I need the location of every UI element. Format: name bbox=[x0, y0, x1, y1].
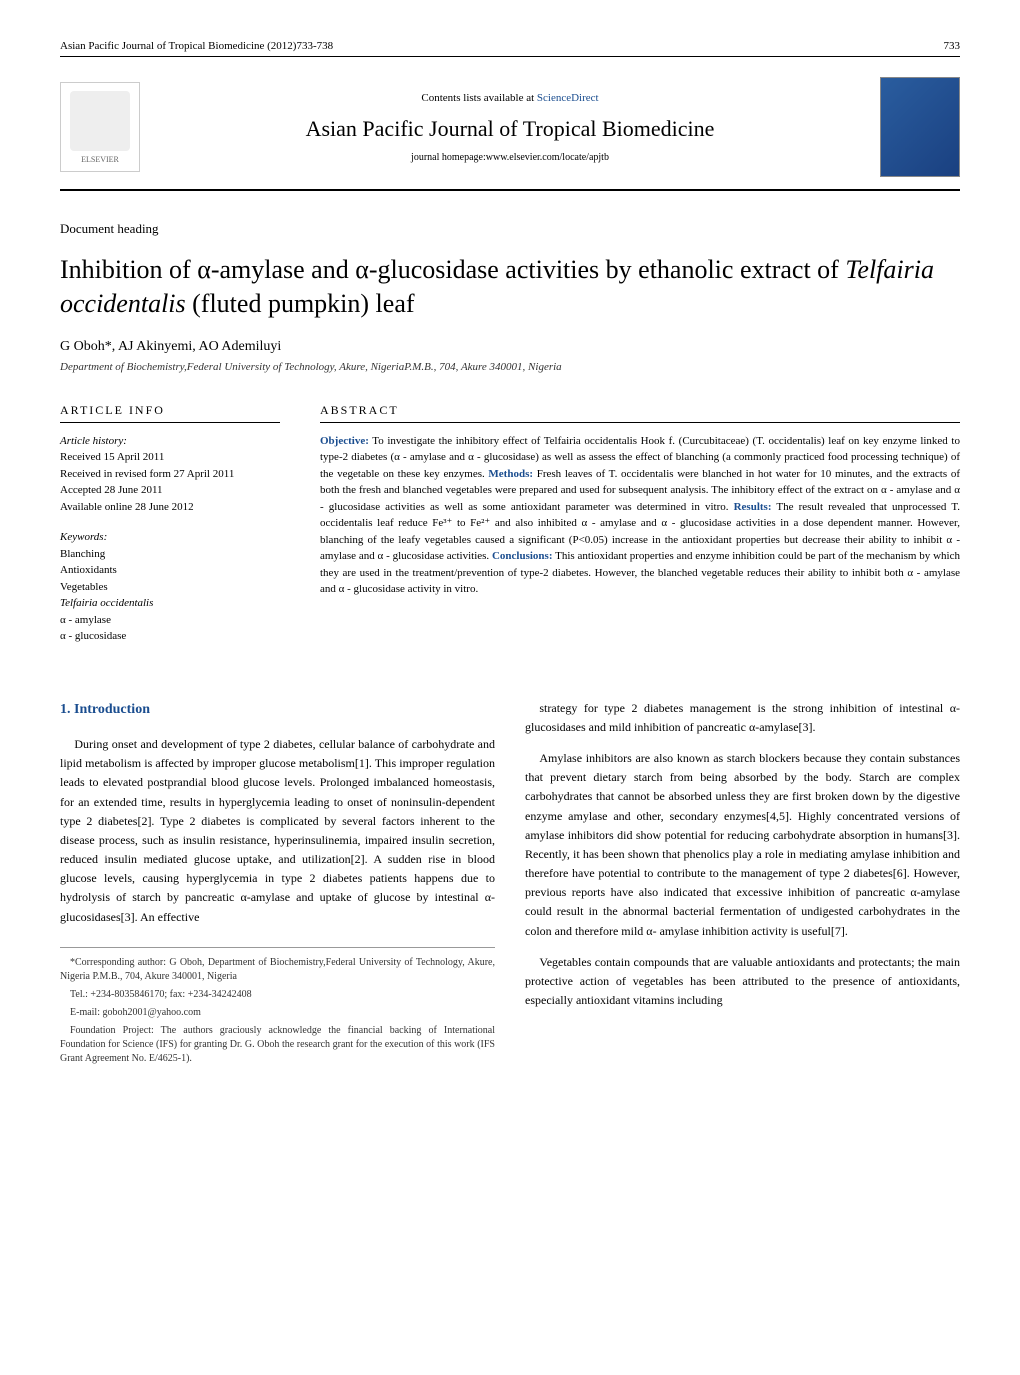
abstract-block: ABSTRACT Objective: To investigate the i… bbox=[320, 403, 960, 659]
introduction-heading: 1. Introduction bbox=[60, 699, 495, 721]
elsevier-tree-icon bbox=[70, 91, 130, 151]
intro-para-2: strategy for type 2 diabetes management … bbox=[525, 699, 960, 737]
masthead-center: Contents lists available at ScienceDirec… bbox=[160, 92, 860, 163]
keyword: Vegetables bbox=[60, 581, 108, 593]
keywords-label: Keywords: bbox=[60, 531, 107, 543]
corresponding-author: *Corresponding author: G Oboh, Departmen… bbox=[60, 956, 495, 984]
history-online: Available online 28 June 2012 bbox=[60, 501, 194, 513]
info-abstract-row: ARTICLE INFO Article history: Received 1… bbox=[60, 403, 960, 659]
intro-para-1: During onset and development of type 2 d… bbox=[60, 735, 495, 927]
page-number: 733 bbox=[944, 40, 961, 52]
conclusions-label: Conclusions: bbox=[492, 550, 553, 562]
keywords-block: Keywords: Blanching Antioxidants Vegetab… bbox=[60, 529, 280, 645]
keyword: Antioxidants bbox=[60, 564, 117, 576]
keyword: α - glucosidase bbox=[60, 630, 126, 642]
publisher-name: ELSEVIER bbox=[81, 155, 119, 164]
elsevier-logo: ELSEVIER bbox=[60, 82, 140, 172]
journal-homepage: journal homepage:www.elsevier.com/locate… bbox=[160, 152, 860, 163]
right-column: strategy for type 2 diabetes management … bbox=[525, 699, 960, 1070]
contact-email: E-mail: goboh2001@yahoo.com bbox=[60, 1006, 495, 1020]
header-citation: Asian Pacific Journal of Tropical Biomed… bbox=[60, 40, 333, 52]
contents-prefix: Contents lists available at bbox=[421, 92, 536, 104]
article-info-sidebar: ARTICLE INFO Article history: Received 1… bbox=[60, 403, 280, 659]
contact-tel: Tel.: +234-8035846170; fax: +234-3424240… bbox=[60, 988, 495, 1002]
methods-label: Methods: bbox=[488, 468, 533, 480]
history-label: Article history: bbox=[60, 435, 127, 447]
article-info-heading: ARTICLE INFO bbox=[60, 403, 280, 423]
intro-para-3: Amylase inhibitors are also known as sta… bbox=[525, 749, 960, 941]
journal-cover-thumbnail bbox=[880, 77, 960, 177]
history-revised: Received in revised form 27 April 2011 bbox=[60, 468, 234, 480]
intro-para-4: Vegetables contain compounds that are va… bbox=[525, 953, 960, 1011]
keyword: Blanching bbox=[60, 548, 105, 560]
history-received: Received 15 April 2011 bbox=[60, 451, 164, 463]
author-affiliation: Department of Biochemistry,Federal Unive… bbox=[60, 361, 960, 373]
funding-note: Foundation Project: The authors gracious… bbox=[60, 1024, 495, 1066]
keyword: Telfairia occidentalis bbox=[60, 597, 153, 609]
contents-available-line: Contents lists available at ScienceDirec… bbox=[160, 92, 860, 104]
footnotes: *Corresponding author: G Oboh, Departmen… bbox=[60, 947, 495, 1066]
body-columns: 1. Introduction During onset and develop… bbox=[60, 699, 960, 1070]
results-label: Results: bbox=[734, 501, 772, 513]
author-list: G Oboh*, AJ Akinyemi, AO Ademiluyi bbox=[60, 339, 960, 355]
journal-masthead: ELSEVIER Contents lists available at Sci… bbox=[60, 77, 960, 191]
document-heading: Document heading bbox=[60, 221, 960, 237]
history-accepted: Accepted 28 June 2011 bbox=[60, 484, 163, 496]
running-header: Asian Pacific Journal of Tropical Biomed… bbox=[60, 40, 960, 57]
journal-name: Asian Pacific Journal of Tropical Biomed… bbox=[160, 116, 860, 142]
keyword: α - amylase bbox=[60, 614, 111, 626]
left-column: 1. Introduction During onset and develop… bbox=[60, 699, 495, 1070]
article-title: Inhibition of α-amylase and α-glucosidas… bbox=[60, 253, 960, 321]
sciencedirect-link[interactable]: ScienceDirect bbox=[537, 92, 599, 104]
abstract-text: Objective: To investigate the inhibitory… bbox=[320, 433, 960, 598]
article-history: Article history: Received 15 April 2011 … bbox=[60, 433, 280, 516]
abstract-heading: ABSTRACT bbox=[320, 403, 960, 423]
objective-label: Objective: bbox=[320, 435, 369, 447]
